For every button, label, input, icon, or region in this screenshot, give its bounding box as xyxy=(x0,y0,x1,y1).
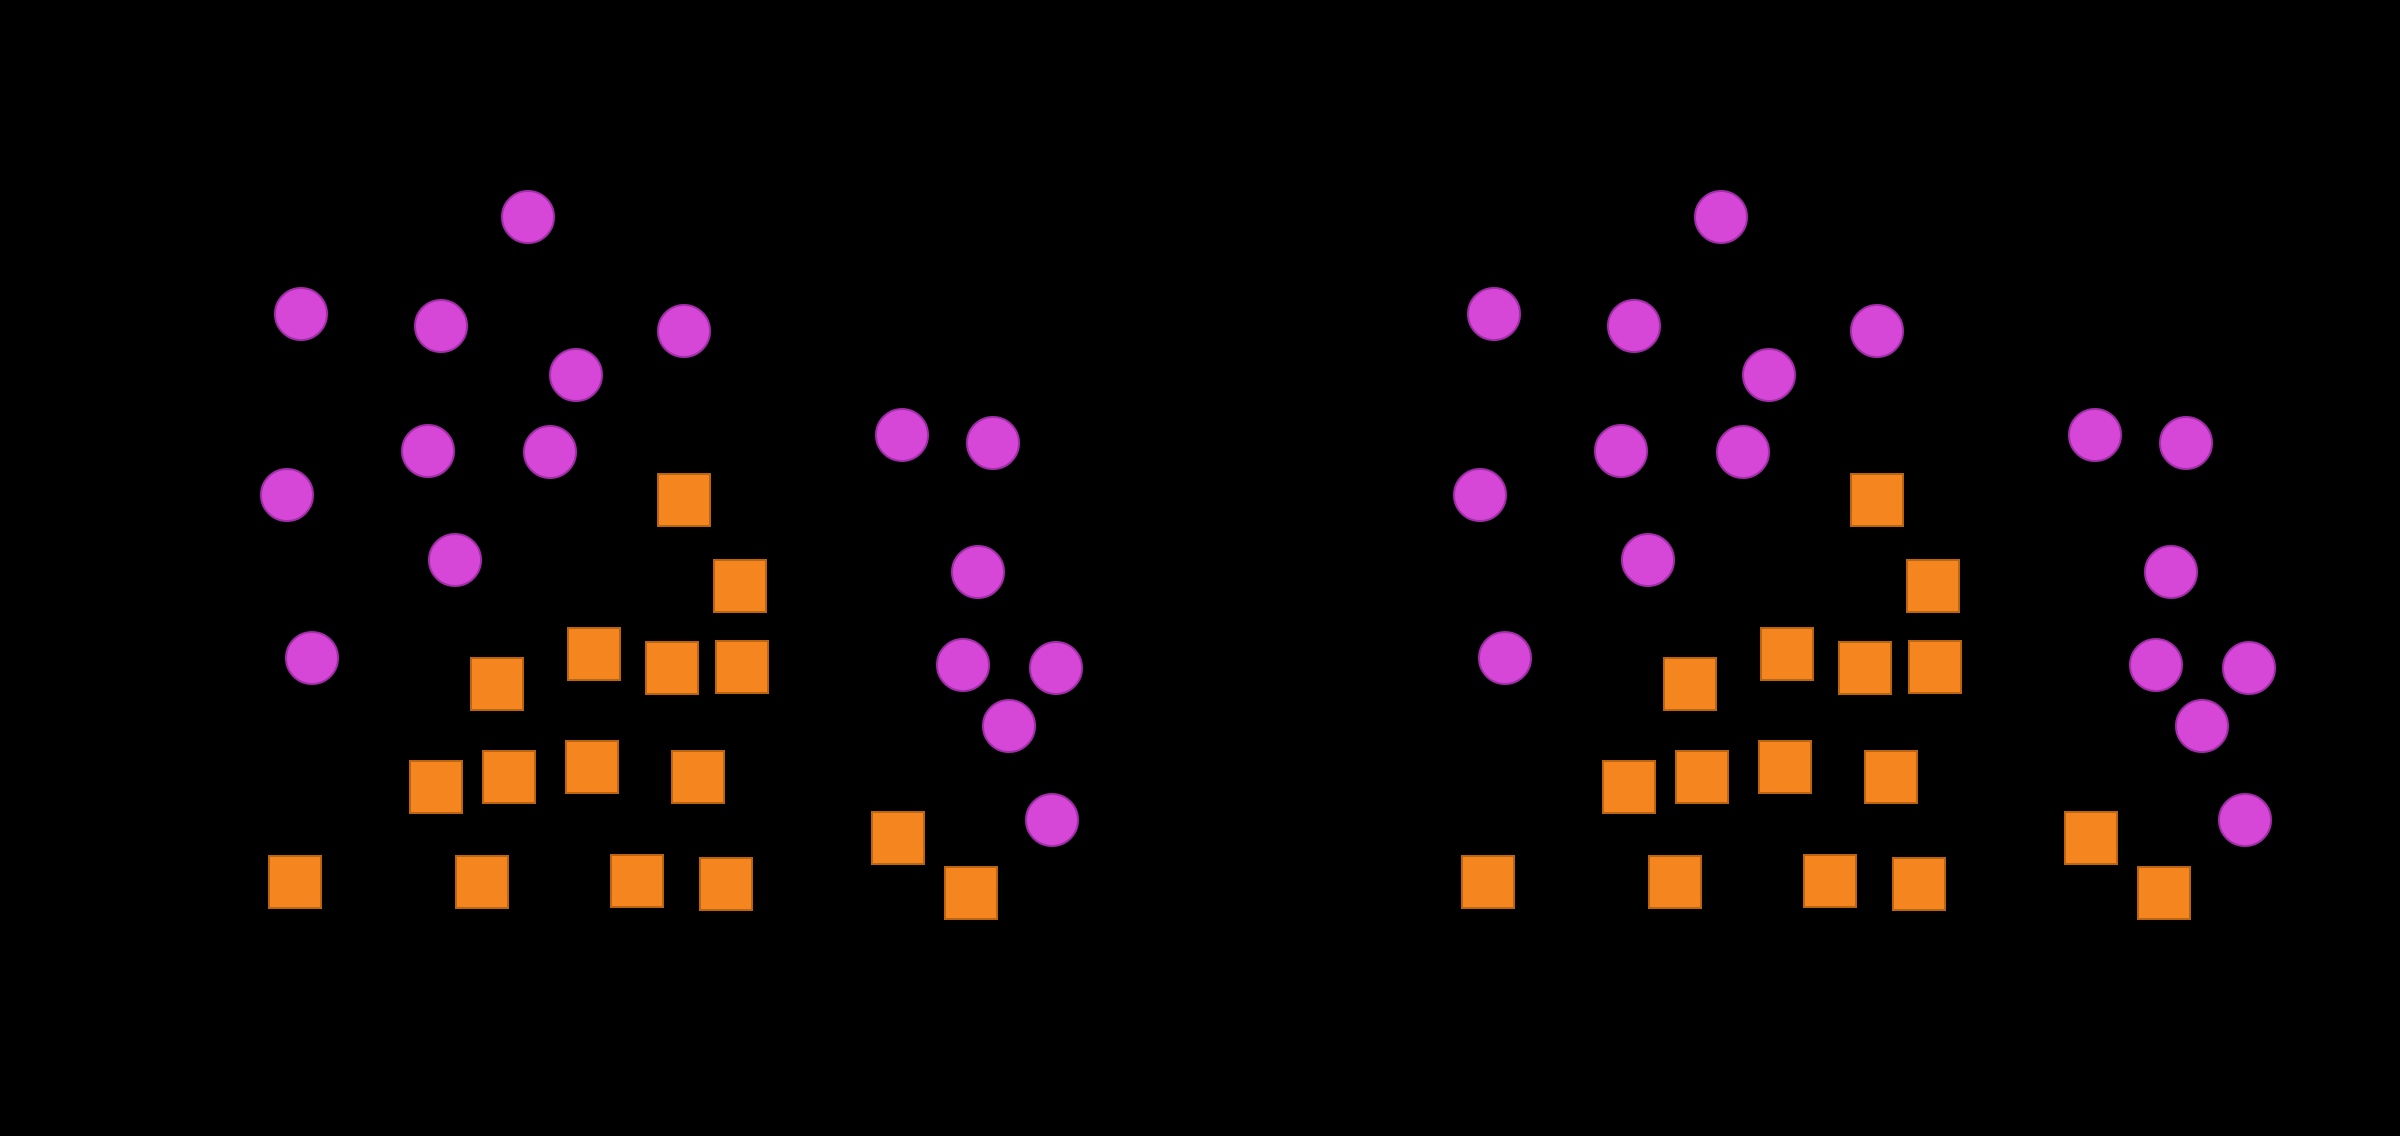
left-panel-circle-point xyxy=(260,468,314,522)
right-panel-circle-point xyxy=(2068,408,2122,462)
left-panel-square-point xyxy=(657,473,711,527)
right-panel-circle-point xyxy=(2222,641,2276,695)
right-panel-square-point xyxy=(1892,857,1946,911)
left-panel-circle-point xyxy=(414,299,468,353)
left-panel-square-point xyxy=(482,750,536,804)
right-panel-circle-point xyxy=(1453,468,1507,522)
right-panel-square-point xyxy=(1803,854,1857,908)
left-panel-circle-point xyxy=(1025,793,1079,847)
scatter-panel-right xyxy=(1453,190,2276,920)
left-panel-square-point xyxy=(713,559,767,613)
left-panel-square-point xyxy=(610,854,664,908)
right-panel-circle-point xyxy=(1607,299,1661,353)
right-panel-circle-point xyxy=(2159,416,2213,470)
right-panel-square-point xyxy=(2064,811,2118,865)
left-panel-square-point xyxy=(565,740,619,794)
right-panel-circle-point xyxy=(1467,287,1521,341)
right-panel-square-point xyxy=(1461,855,1515,909)
right-panel-square-point xyxy=(1908,640,1962,694)
right-panel-square-point xyxy=(1906,559,1960,613)
left-panel-square-point xyxy=(699,857,753,911)
left-panel-circle-point xyxy=(936,638,990,692)
left-panel-square-point xyxy=(671,750,725,804)
right-panel-square-point xyxy=(1675,750,1729,804)
left-panel-circle-point xyxy=(523,425,577,479)
right-panel-square-point xyxy=(1602,760,1656,814)
left-panel-square-point xyxy=(409,760,463,814)
right-panel-circle-point xyxy=(1742,348,1796,402)
left-panel-circle-point xyxy=(875,408,929,462)
left-panel-square-point xyxy=(645,641,699,695)
left-panel-circle-point xyxy=(274,287,328,341)
left-panel-circle-point xyxy=(657,304,711,358)
right-panel-circle-point xyxy=(1716,425,1770,479)
right-panel-square-point xyxy=(1864,750,1918,804)
left-panel-square-point xyxy=(567,627,621,681)
right-panel-circle-point xyxy=(1850,304,1904,358)
right-panel-circle-point xyxy=(1594,424,1648,478)
left-panel-square-point xyxy=(871,811,925,865)
right-panel-circle-point xyxy=(2175,699,2229,753)
left-panel-circle-point xyxy=(549,348,603,402)
left-panel-square-point xyxy=(715,640,769,694)
right-panel-circle-point xyxy=(2129,638,2183,692)
right-panel-square-point xyxy=(1838,641,1892,695)
right-panel-square-point xyxy=(1648,855,1702,909)
left-panel-circle-point xyxy=(501,190,555,244)
right-panel-circle-point xyxy=(2144,545,2198,599)
left-panel-square-point xyxy=(455,855,509,909)
left-panel-square-point xyxy=(470,657,524,711)
left-panel-circle-point xyxy=(428,533,482,587)
left-panel-circle-point xyxy=(966,416,1020,470)
left-panel-circle-point xyxy=(1029,641,1083,695)
right-panel-square-point xyxy=(1663,657,1717,711)
right-panel-circle-point xyxy=(1478,631,1532,685)
left-panel-circle-point xyxy=(982,699,1036,753)
right-panel-circle-point xyxy=(1621,533,1675,587)
right-panel-square-point xyxy=(1760,627,1814,681)
right-panel-square-point xyxy=(1850,473,1904,527)
right-panel-circle-point xyxy=(1694,190,1748,244)
left-panel-square-point xyxy=(268,855,322,909)
scatter-panel-left xyxy=(260,190,1083,920)
right-panel-square-point xyxy=(2137,866,2191,920)
left-panel-circle-point xyxy=(285,631,339,685)
left-panel-square-point xyxy=(944,866,998,920)
right-panel-circle-point xyxy=(2218,793,2272,847)
left-panel-circle-point xyxy=(951,545,1005,599)
left-panel-circle-point xyxy=(401,424,455,478)
right-panel-square-point xyxy=(1758,740,1812,794)
